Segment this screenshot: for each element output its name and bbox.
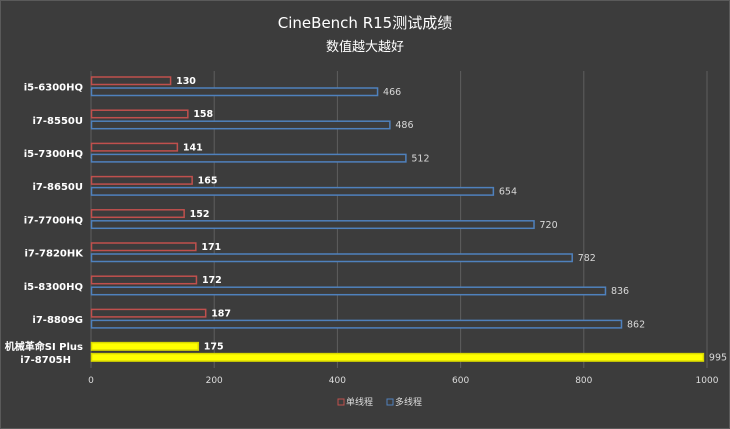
value-label-single: 172 <box>202 275 222 286</box>
value-label-single: 152 <box>190 209 210 220</box>
bar-single-thread <box>90 275 198 285</box>
bar-multi-thread <box>90 120 391 130</box>
value-label-multi: 862 <box>627 319 645 330</box>
value-label-multi: 512 <box>411 153 429 164</box>
legend-swatch-multi <box>386 398 394 406</box>
value-label-multi: 654 <box>499 187 517 198</box>
bar-multi-thread <box>90 87 379 97</box>
chart-subtitle: 数值越大越好 <box>326 39 404 55</box>
bar-single-thread <box>90 142 179 152</box>
x-tick-label: 200 <box>206 376 223 386</box>
legend-label-multi: 多线程 <box>395 396 422 408</box>
value-label-single: 158 <box>193 109 213 120</box>
category-label: i7-8550U <box>33 116 84 127</box>
x-tick-label: 800 <box>575 376 592 386</box>
bar-multi-thread <box>90 352 705 362</box>
legend-label-single: 单线程 <box>346 396 373 408</box>
value-label-single: 165 <box>198 176 218 187</box>
bar-multi-thread <box>90 319 623 329</box>
value-label-multi: 486 <box>395 120 413 131</box>
value-label-multi: 720 <box>540 220 558 231</box>
x-tick-label: 1000 <box>696 376 719 386</box>
bar-multi-thread <box>90 153 407 163</box>
x-tick-label: 600 <box>452 376 469 386</box>
bar-single-thread <box>90 308 207 318</box>
legend: 单线程 多线程 <box>337 396 422 408</box>
category-labels: i5-6300HQ i7-8550U i5-7300HQ i7-8650U i7-770… <box>5 83 84 367</box>
value-label-multi: 836 <box>611 286 629 297</box>
bar-multi-thread <box>90 253 573 263</box>
bar-single-thread <box>90 175 193 185</box>
bar-multi-thread <box>90 186 495 196</box>
x-tick-label: 0 <box>88 376 94 386</box>
value-label-single: 175 <box>204 342 224 353</box>
value-label-single: 171 <box>201 242 221 253</box>
value-label-multi: 782 <box>578 253 596 264</box>
category-label: i7-8809G <box>32 315 83 326</box>
value-label-multi: 466 <box>383 87 401 98</box>
bar-single-thread <box>90 109 189 119</box>
bar-single-thread <box>90 76 172 86</box>
bar-multi-thread <box>90 286 607 296</box>
value-label-single: 187 <box>211 308 231 319</box>
value-label-multi: 995 <box>709 353 727 364</box>
value-label-single: 141 <box>183 142 203 153</box>
category-label: i7-7820HK <box>25 249 85 260</box>
category-label: i5-8300HQ <box>24 282 83 293</box>
category-label: 机械革命SI Plus i7-8705H <box>5 340 83 366</box>
category-label: i7-7700HQ <box>24 215 83 226</box>
category-label: i5-6300HQ <box>24 83 83 94</box>
bar-single-thread <box>90 209 185 219</box>
x-tick-label: 400 <box>329 376 346 386</box>
bar-single-thread <box>90 341 200 351</box>
value-label-single: 130 <box>176 76 196 87</box>
bars: 130 466 158 486 141 512 165 654 152 720 171 782 172 8… <box>90 76 727 364</box>
legend-swatch-single <box>337 398 345 406</box>
chart-title: CineBench R15测试成绩 <box>278 14 452 32</box>
category-label: i5-7300HQ <box>24 149 83 160</box>
bar-multi-thread <box>90 220 535 230</box>
category-label: i7-8650U <box>33 182 84 193</box>
bar-single-thread <box>90 242 197 252</box>
x-axis-ticks: 0 200 400 600 800 1000 <box>88 376 719 386</box>
